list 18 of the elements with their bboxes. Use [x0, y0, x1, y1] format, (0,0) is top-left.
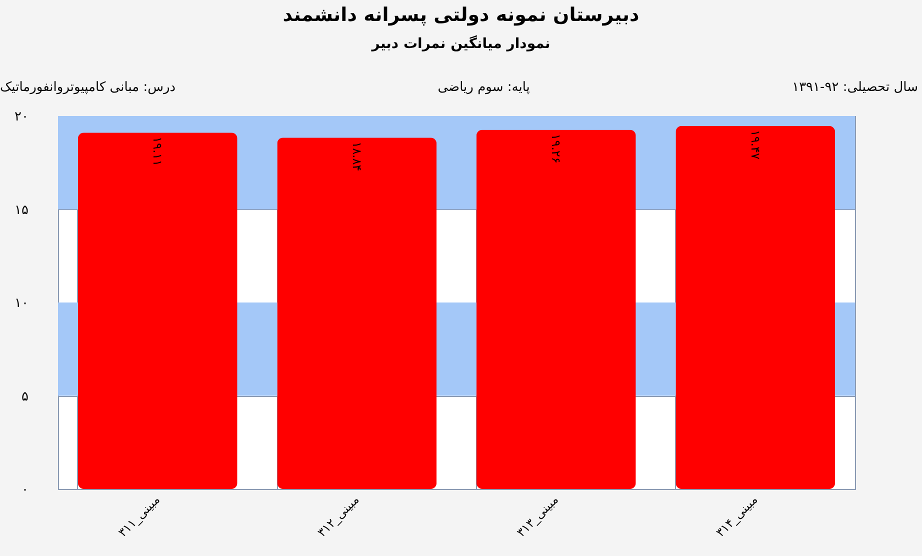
- text: پایه: سوم ریاضی: [438, 80, 530, 95]
- y-tick-label: ۵: [22, 388, 28, 404]
- x-tick-label: مبینی_۳۱۱: [115, 492, 163, 540]
- x-tick-label: مبینی_۳۱۳: [514, 492, 562, 540]
- chart-title: دبیرستان نمونه دولتی پسرانه دانشمند: [282, 4, 640, 26]
- x-tick-label: مبینی_۳۱۴: [713, 492, 760, 540]
- data-label: ۱۹.۱۱: [150, 136, 165, 166]
- data-label: ۱۸.۸۴: [350, 142, 364, 172]
- y-tick-label: ۲۰: [14, 108, 28, 124]
- y-tick-label: ۰: [22, 482, 28, 496]
- x-tick-label: مبینی_۳۱۲: [314, 492, 362, 540]
- text: درس: مبانی کامپیوتروانفورماتیک: [0, 80, 176, 95]
- data-label: ۱۹.۲۶: [549, 134, 564, 164]
- y-tick-label: ۱۰: [14, 295, 28, 310]
- chart-subtitle: نمودار میانگین نمرات دبیر: [370, 36, 552, 52]
- y-tick-label: ۱۵: [14, 202, 28, 217]
- data-label: ۱۹.۴۷: [748, 130, 762, 160]
- text: سال تحصیلی: ۹۲-۱۳۹۱: [792, 80, 918, 95]
